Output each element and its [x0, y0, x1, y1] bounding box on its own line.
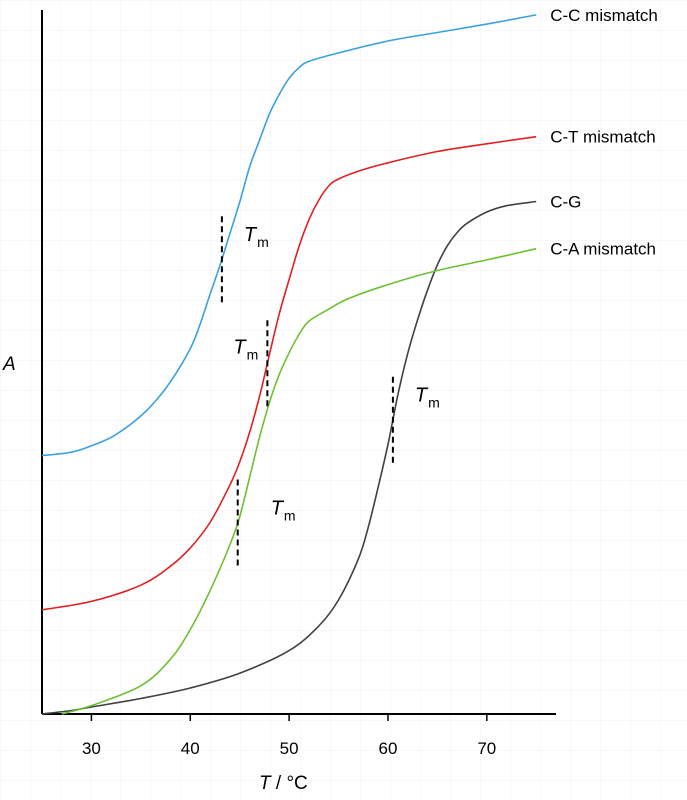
tm-label-var: T — [415, 385, 429, 407]
series-line-c-c-mismatch — [41, 14, 537, 457]
x-axis-label-var: T — [259, 773, 272, 794]
x-axis-label: T / °C — [259, 773, 308, 794]
axes — [41, 10, 556, 715]
series-labels: C-C mismatch C-T mismatch C-G C-A mismatch — [550, 6, 658, 259]
x-ticks: 30 40 50 60 70 — [82, 714, 496, 758]
tm-label-var: T — [233, 336, 247, 358]
tm-label-sub: m — [247, 346, 259, 362]
tm-marker-label: Tm — [271, 498, 296, 524]
series-line-c-g — [41, 200, 537, 715]
x-tick-label: 30 — [82, 739, 101, 758]
y-axis-label: A — [2, 354, 16, 375]
tm-label-sub: m — [428, 395, 440, 411]
tm-marker-label: Tm — [244, 224, 269, 250]
series-label-c-a-mismatch: C-A mismatch — [550, 240, 656, 259]
x-tick-label: 50 — [280, 739, 299, 758]
series-line-c-t-mismatch — [41, 135, 537, 611]
tm-label-sub: m — [284, 508, 296, 524]
tm-marker-label: Tm — [415, 385, 440, 411]
x-tick-label: 40 — [181, 739, 200, 758]
x-tick-label: 60 — [379, 739, 398, 758]
tm-marker-label: Tm — [233, 336, 258, 362]
series-label-c-c-mismatch: C-C mismatch — [550, 6, 658, 25]
series-label-c-t-mismatch: C-T mismatch — [550, 128, 655, 147]
x-axis-label-unit: / °C — [271, 773, 308, 794]
series-lines — [41, 14, 537, 715]
series-line-c-a-mismatch — [61, 247, 537, 715]
x-tick-label: 70 — [477, 739, 496, 758]
tm-label-sub: m — [257, 234, 269, 250]
series-label-c-g: C-G — [550, 192, 581, 211]
tm-label-var: T — [244, 224, 258, 246]
tm-label-var: T — [271, 498, 285, 520]
